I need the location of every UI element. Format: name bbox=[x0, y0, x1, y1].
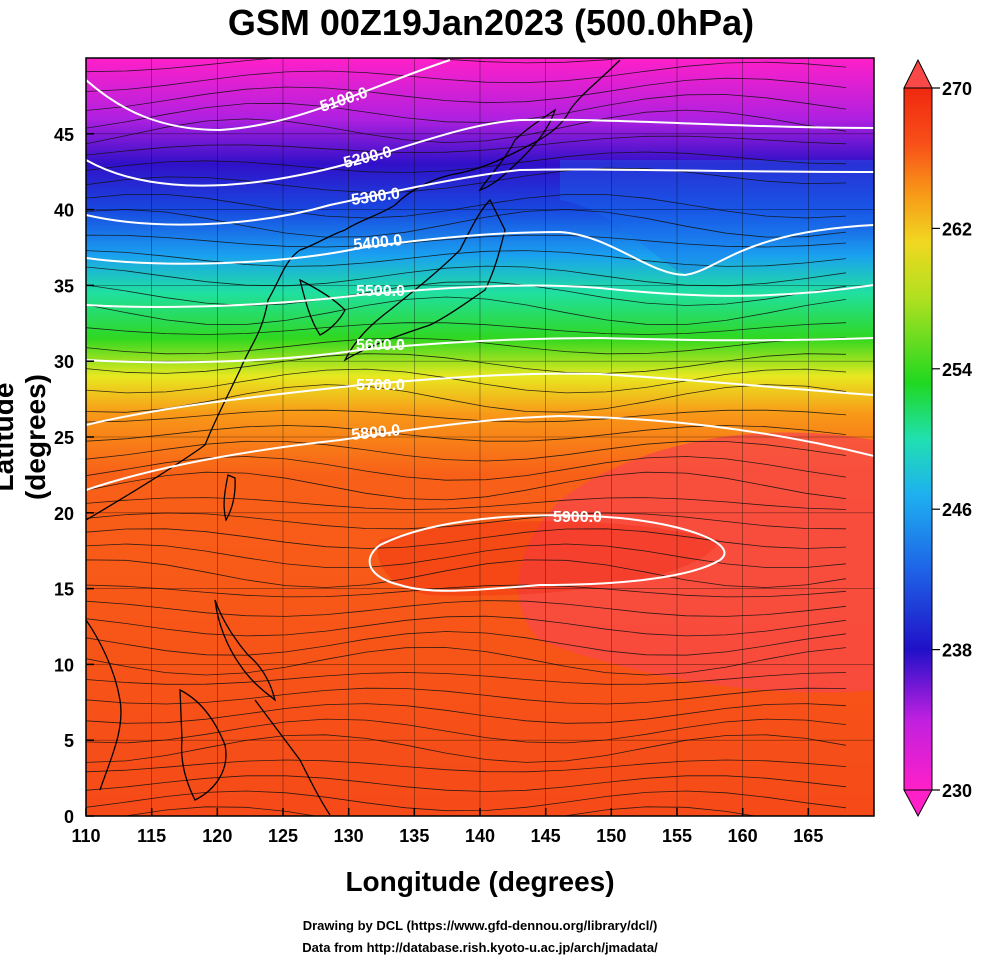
cold-tongue-east bbox=[560, 160, 874, 275]
warm-patch-center bbox=[377, 521, 720, 596]
colorbar-top-arrow bbox=[903, 58, 933, 89]
y-tick-label: 40 bbox=[54, 201, 74, 221]
y-tick-label: 5 bbox=[64, 731, 74, 751]
x-tick-label: 115 bbox=[137, 826, 166, 846]
plot-area: 5100.0 5200.0 5300.0 5400.0 5500.0 5600.… bbox=[86, 58, 874, 816]
coastlines bbox=[86, 59, 621, 816]
contour-label: 5400.0 bbox=[353, 232, 404, 254]
streamline bbox=[122, 806, 758, 816]
streamline bbox=[86, 790, 847, 812]
streamline bbox=[86, 109, 847, 145]
streamline bbox=[86, 337, 847, 355]
streamline bbox=[86, 322, 847, 335]
contour-label: 5300.0 bbox=[350, 185, 401, 209]
streamline bbox=[86, 209, 847, 238]
streamline bbox=[86, 409, 847, 423]
warm-patch-east bbox=[518, 432, 874, 693]
chart-title: GSM 00Z19Jan2023 (500.0hPa) bbox=[227, 2, 755, 43]
streamline bbox=[86, 151, 847, 174]
x-tick-label: 150 bbox=[596, 826, 626, 846]
streamline bbox=[86, 631, 847, 656]
y-tick-label: 25 bbox=[54, 428, 74, 448]
contour-label: 5900.0 bbox=[553, 509, 602, 526]
y-tick-label: 10 bbox=[54, 655, 74, 675]
streamline bbox=[86, 775, 847, 792]
streamline bbox=[86, 61, 847, 92]
streamline bbox=[86, 559, 847, 588]
x-tick-label: 155 bbox=[662, 826, 692, 846]
x-tick-label: 160 bbox=[728, 826, 758, 846]
y-tick-label: 35 bbox=[54, 276, 74, 296]
streamline bbox=[86, 77, 847, 111]
colorbar-tick-label: 246 bbox=[942, 500, 972, 520]
streamline bbox=[86, 615, 847, 637]
y-tick-label: 0 bbox=[64, 807, 74, 827]
streamline bbox=[86, 703, 847, 724]
colorbar: 230 238 246 254 262 270 bbox=[903, 58, 972, 818]
x-tick-label: 165 bbox=[793, 826, 823, 846]
grid-lines bbox=[86, 58, 874, 816]
colorbar-body bbox=[903, 87, 933, 791]
streamline bbox=[86, 167, 847, 193]
streamline bbox=[86, 512, 847, 530]
colorbar-tick-label: 254 bbox=[942, 360, 972, 380]
credit-drawing: Drawing by DCL (https://www.gfd-dennou.o… bbox=[302, 918, 658, 933]
streamline bbox=[86, 296, 847, 325]
streamline bbox=[86, 234, 847, 248]
y-tick-label: 30 bbox=[54, 352, 74, 372]
contour-label: 5800.0 bbox=[351, 422, 402, 444]
streamline bbox=[86, 543, 847, 568]
credit-data: Data from http://database.rish.kyoto-u.a… bbox=[302, 940, 658, 955]
streamline bbox=[86, 497, 847, 510]
streamline bbox=[86, 687, 847, 705]
streamline bbox=[86, 584, 847, 598]
streamline bbox=[86, 440, 847, 462]
streamline bbox=[86, 647, 847, 676]
streamline bbox=[86, 135, 847, 156]
streamline bbox=[86, 600, 847, 617]
x-tick-label: 140 bbox=[465, 826, 495, 846]
y-tick-label: 20 bbox=[54, 504, 74, 524]
x-tick-label: 145 bbox=[531, 826, 561, 846]
contour-label: 5600.0 bbox=[356, 337, 405, 354]
x-axis-label: Longitude (degrees) bbox=[345, 866, 615, 897]
contour-label: 5500.0 bbox=[356, 283, 405, 300]
streamline bbox=[86, 281, 847, 306]
streamline bbox=[86, 194, 847, 219]
streamline bbox=[86, 471, 847, 501]
colorbar-tick-label: 230 bbox=[942, 781, 972, 801]
streamline bbox=[86, 672, 847, 685]
x-tick-label: 110 bbox=[71, 826, 100, 846]
y-tick-label: 15 bbox=[54, 580, 74, 600]
x-tick-label: 120 bbox=[202, 826, 232, 846]
x-tick-label: 125 bbox=[268, 826, 298, 846]
streamline bbox=[86, 759, 847, 773]
streamline bbox=[86, 94, 847, 129]
y-axis-label: Latitude (degrees) bbox=[0, 373, 51, 501]
x-tick-label: 130 bbox=[334, 826, 364, 846]
x-tick-label: 135 bbox=[399, 826, 429, 846]
streamline bbox=[86, 58, 630, 73]
streamline bbox=[86, 456, 847, 481]
colorbar-tick-label: 238 bbox=[942, 641, 972, 661]
contour-label: 5700.0 bbox=[356, 377, 405, 394]
streamline bbox=[86, 353, 847, 374]
height-contours bbox=[86, 59, 874, 592]
colorbar-tick-label: 262 bbox=[942, 219, 972, 239]
colorbar-tick-label: 270 bbox=[942, 79, 972, 99]
streamline bbox=[86, 718, 847, 744]
streamline bbox=[86, 734, 847, 763]
x-axis-ticks: 110 115 120 125 130 135 140 145 150 155 160 165 bbox=[71, 808, 823, 846]
colorbar-bottom-arrow bbox=[903, 789, 933, 818]
y-axis-ticks: 0 5 10 15 20 25 30 35 40 45 bbox=[54, 125, 94, 827]
y-tick-label: 45 bbox=[54, 125, 74, 145]
